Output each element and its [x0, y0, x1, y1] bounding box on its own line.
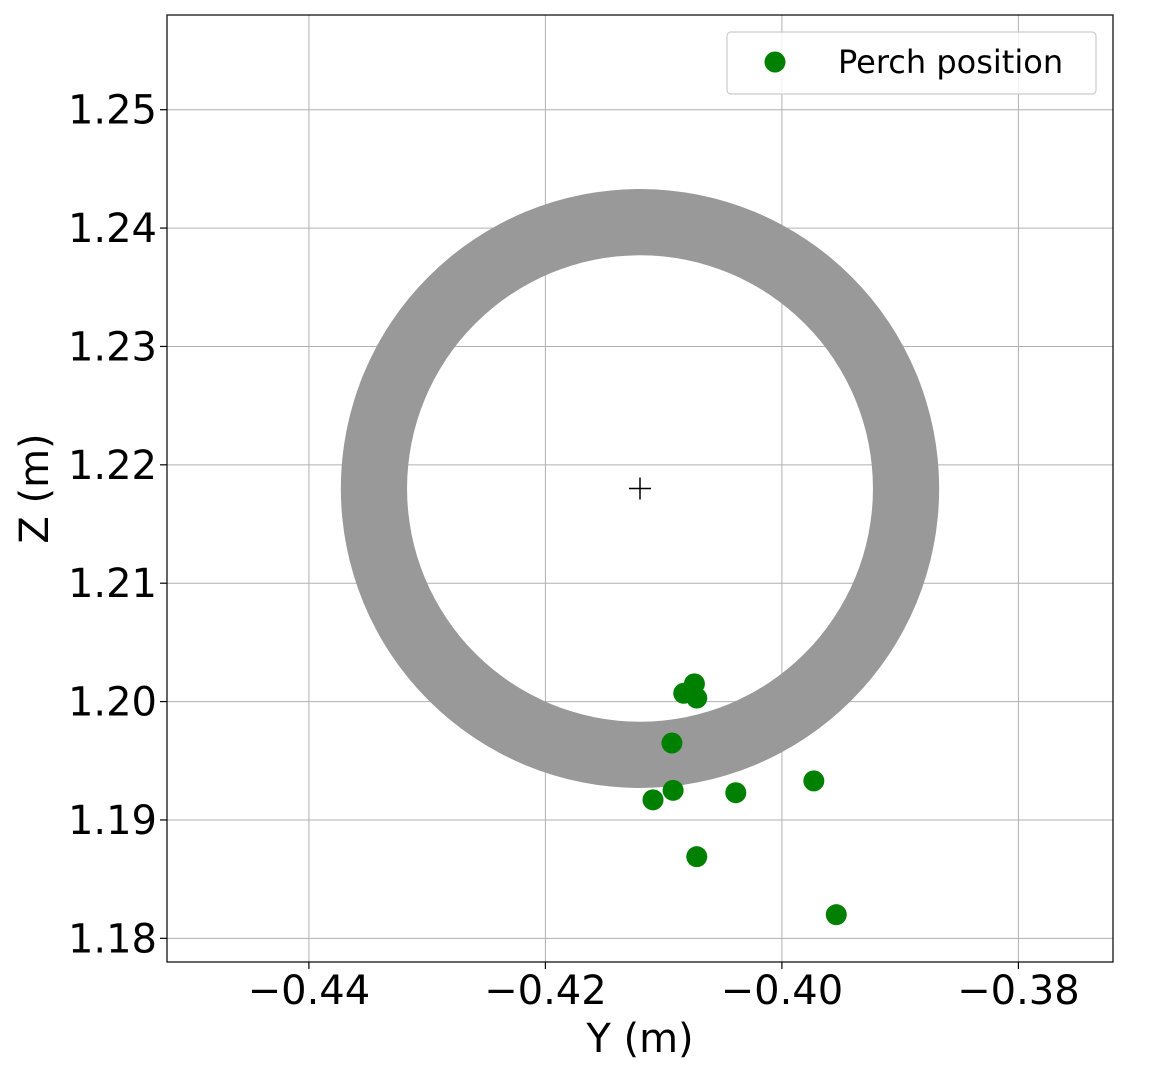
data-point	[825, 904, 847, 926]
y-tick-label: 1.25	[68, 88, 157, 134]
data-points	[642, 673, 847, 926]
grid	[167, 15, 1113, 962]
data-point	[686, 846, 708, 868]
data-point	[661, 732, 683, 754]
y-tick-label: 1.24	[68, 206, 157, 252]
plot-frame	[166, 14, 1114, 963]
y-axis-label: Z (m)	[12, 433, 58, 543]
data-point	[803, 770, 825, 792]
y-tick-label: 1.23	[68, 324, 157, 370]
x-tick-label: −0.40	[721, 968, 844, 1014]
legend-marker	[764, 51, 786, 73]
x-tick-label: −0.38	[957, 968, 1080, 1014]
legend: Perch position	[726, 31, 1097, 95]
x-tick-label: −0.42	[484, 968, 607, 1014]
x-axis-label: Y (m)	[585, 1016, 693, 1062]
legend-box	[726, 31, 1097, 95]
data-point	[725, 782, 747, 804]
legend-label: Perch position	[838, 43, 1063, 81]
y-tick-label: 1.19	[68, 798, 157, 844]
data-point	[642, 789, 664, 811]
y-axis-ticks: 1.18 1.19 1.20 1.21 1.22 1.23 1.24 1.25	[68, 88, 167, 962]
y-tick-label: 1.22	[68, 443, 157, 489]
data-point	[662, 779, 684, 801]
y-tick-label: 1.18	[68, 916, 157, 962]
y-tick-label: 1.21	[68, 561, 157, 607]
center-marker	[629, 477, 651, 500]
x-axis-ticks: −0.44 −0.42 −0.40 −0.38	[248, 962, 1080, 1014]
x-tick-label: −0.44	[248, 968, 371, 1014]
data-point	[686, 687, 708, 709]
y-tick-label: 1.20	[68, 680, 157, 726]
